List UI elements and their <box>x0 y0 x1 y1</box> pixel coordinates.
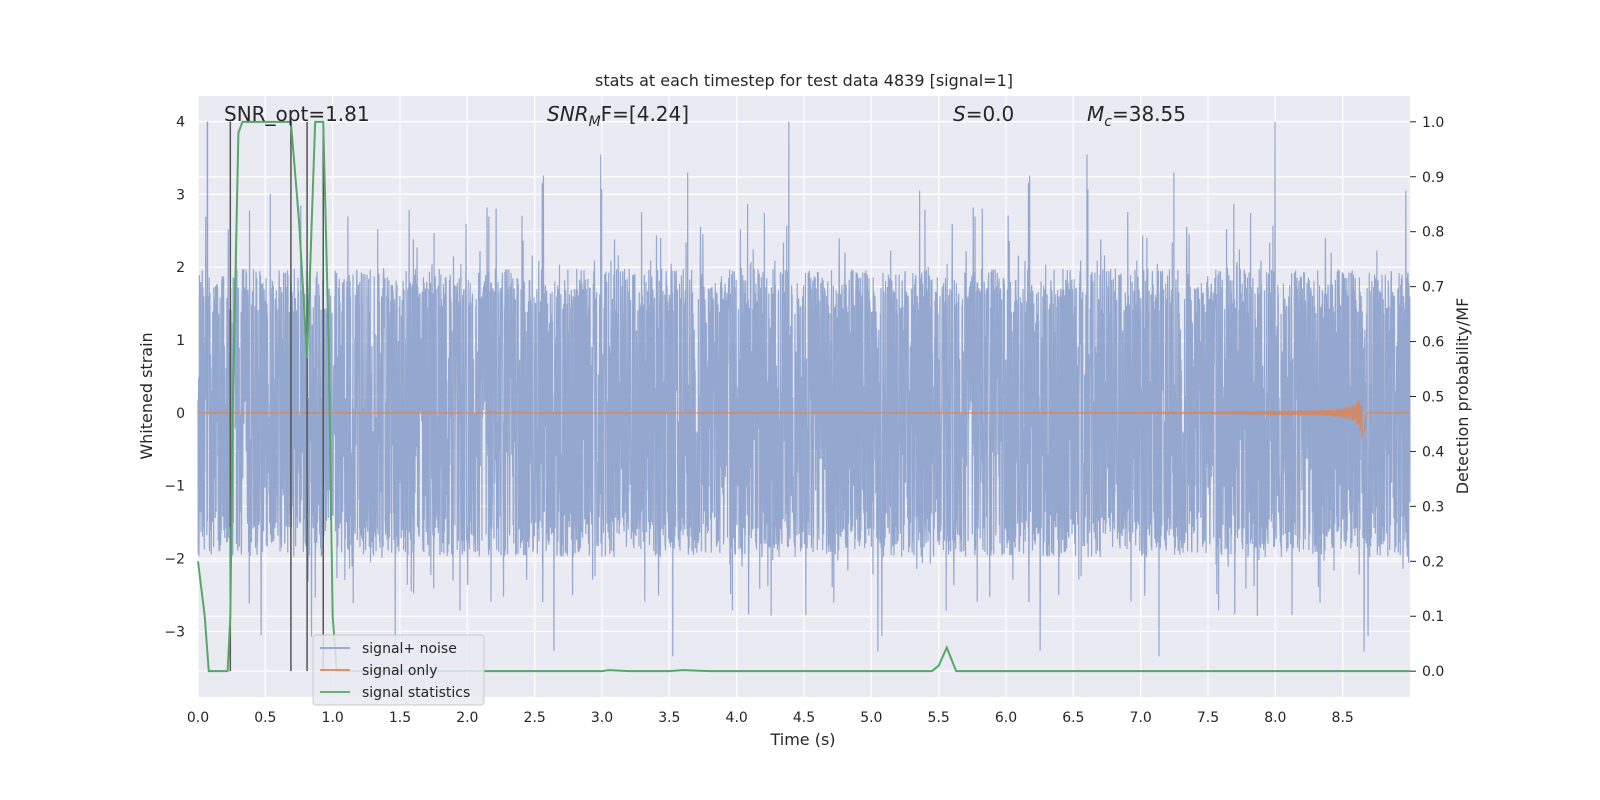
x-tick-label: 2.0 <box>456 710 478 726</box>
x-tick-label: 8.5 <box>1332 710 1354 726</box>
x-tick-label: 3.0 <box>591 710 613 726</box>
chart-title: stats at each timestep for test data 483… <box>595 71 1013 90</box>
vertical-markers <box>229 121 324 672</box>
y2-tick-labels: 1.0 0.9 0.8 0.7 0.6 0.5 0.4 0.3 0.2 0.1 0.0 <box>1410 115 1444 680</box>
y2-tick-label: 0.5 <box>1422 390 1444 406</box>
x-tick-label: 5.5 <box>928 710 950 726</box>
y-tick-label: 2 <box>176 260 185 276</box>
y-tick-label: −1 <box>164 479 185 495</box>
y-tick-label: −2 <box>164 552 185 568</box>
annotation-s-rest: =0.0 <box>966 102 1015 126</box>
signal-only-series <box>198 400 1410 439</box>
annotation-s: S=0.0 <box>953 102 1014 126</box>
y2-tick-label: 0.1 <box>1422 609 1444 625</box>
y2-tick-label: 0.9 <box>1422 170 1444 186</box>
annotation-snr-mf: SNRMF=[4.24] <box>547 102 689 130</box>
x-tick-label: 7.0 <box>1130 710 1152 726</box>
legend-label-signal-noise: signal+ noise <box>362 641 457 657</box>
x-axis-label: Time (s) <box>769 730 835 749</box>
x-tick-label: 8.0 <box>1264 710 1286 726</box>
y-tick-label: 0 <box>176 406 185 422</box>
x-tick-label: 7.5 <box>1197 710 1219 726</box>
signal-noise-series <box>197 121 1411 657</box>
y2-tick-label: 0.4 <box>1422 444 1444 460</box>
y2-tick-label: 0.0 <box>1422 664 1444 680</box>
annotation-mc-sub: c <box>1104 114 1112 130</box>
x-tick-label: 3.5 <box>658 710 680 726</box>
legend-box <box>312 634 485 706</box>
y2-tick-label: 0.2 <box>1422 554 1444 570</box>
annotation-s-symbol: S <box>953 102 966 126</box>
y2-tick-label: 1.0 <box>1422 115 1444 131</box>
legend-label-signal-only: signal only <box>362 663 437 679</box>
annotation-snr-mf-rest: F=[4.24] <box>601 102 689 126</box>
y-tick-label: −3 <box>164 624 185 640</box>
y2-tick-label: 0.6 <box>1422 335 1444 351</box>
legend-label-signal-statistics: signal statistics <box>362 685 470 701</box>
x-tick-label: 1.5 <box>389 710 411 726</box>
annotation-snr-mf-main: SNR <box>547 102 589 126</box>
signal-noise-line <box>197 121 1411 657</box>
x-tick-labels: 0.0 0.5 1.0 1.5 2.0 2.5 3.0 3.5 4.0 4.5 5.0 5.5 6.0 6… <box>187 710 1354 726</box>
x-tick-label: 0.0 <box>187 710 209 726</box>
y-tick-label: 1 <box>176 333 185 349</box>
y-axis-label: Whitened strain <box>137 332 156 459</box>
x-tick-label: 4.5 <box>793 710 815 726</box>
y2-tick-label: 0.3 <box>1422 499 1444 515</box>
x-tick-label: 4.0 <box>726 710 748 726</box>
annotation-mc-main: M <box>1087 102 1104 126</box>
x-tick-label: 6.5 <box>1062 710 1084 726</box>
annotation-snr-mf-sub: M <box>589 114 601 130</box>
annotation-mc-rest: =38.55 <box>1112 102 1186 126</box>
x-tick-label: 1.0 <box>322 710 344 726</box>
signal-only-line <box>198 400 1410 439</box>
y2-tick-label: 0.8 <box>1422 225 1444 241</box>
x-tick-label: 5.0 <box>860 710 882 726</box>
y2-axis-label: Detection probability/MF <box>1453 298 1472 495</box>
x-tick-label: 6.0 <box>995 710 1017 726</box>
annotation-snr-opt: SNR_opt=1.81 <box>224 102 370 126</box>
y-tick-label: 4 <box>176 114 185 130</box>
legend: signal+ noise signal only signal statist… <box>312 634 485 706</box>
y-tick-labels: 4 3 2 1 0 −1 −2 −3 <box>164 114 185 640</box>
x-tick-label: 0.5 <box>254 710 276 726</box>
y-tick-label: 3 <box>176 187 185 203</box>
x-tick-label: 2.5 <box>524 710 546 726</box>
y2-tick-label: 0.7 <box>1422 280 1444 296</box>
annotation-mc: Mc=38.55 <box>1087 102 1186 130</box>
